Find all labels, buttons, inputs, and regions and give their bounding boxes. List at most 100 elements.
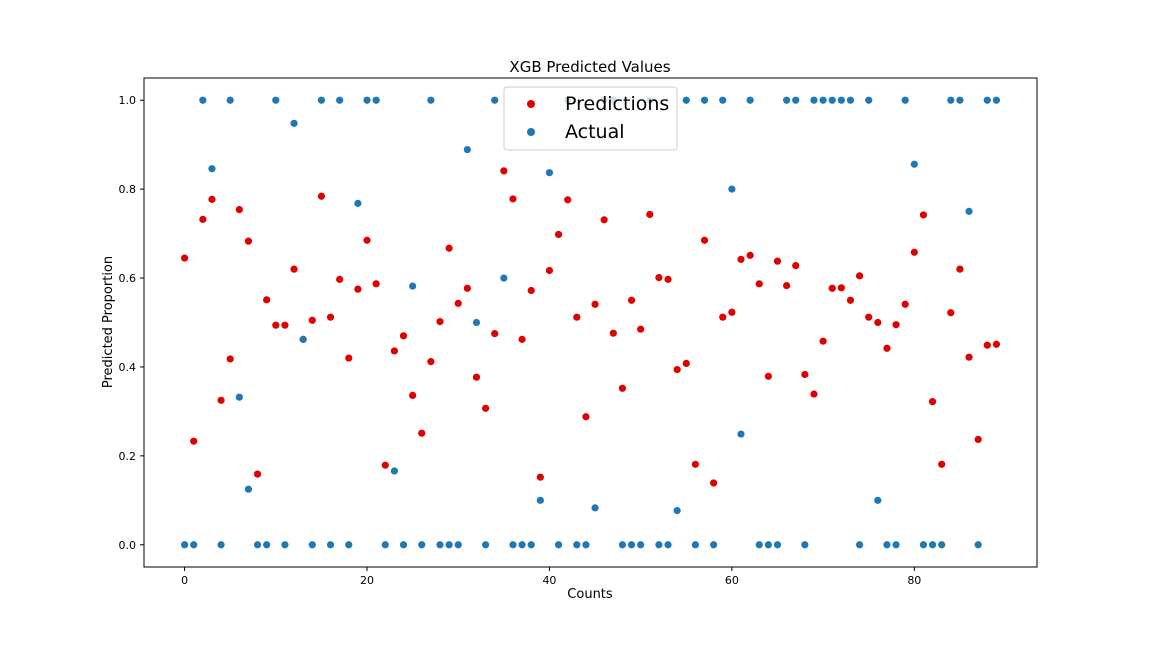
actual-point [637, 541, 645, 549]
x-tick-label: 80 [907, 574, 921, 587]
actual-point [874, 496, 882, 504]
actual-point [409, 282, 417, 290]
x-axis-label: Counts [567, 587, 613, 602]
predictions-point [409, 391, 417, 400]
actual-point [992, 96, 1001, 104]
predictions-point [901, 300, 909, 308]
predictions-point [819, 337, 827, 345]
predictions-point [919, 211, 928, 219]
predictions-point [837, 284, 845, 292]
actual-point [454, 541, 462, 549]
actual-point [518, 541, 526, 549]
plot-frame [143, 77, 1038, 568]
predictions-point [281, 321, 289, 329]
y-tick-label: 0.8 [119, 183, 137, 196]
predictions-point [710, 479, 718, 487]
actual-point [700, 96, 709, 104]
predictions-point [764, 372, 772, 380]
x-tick-label: 40 [542, 574, 556, 587]
predictions-point [737, 255, 745, 263]
actual-point [527, 541, 535, 549]
actual-point [618, 541, 627, 549]
predictions-point [217, 396, 225, 404]
y-tick-label: 0.6 [119, 272, 137, 285]
y-tick-label: 0.0 [119, 539, 137, 552]
legend: Predictions Actual [503, 86, 678, 151]
y-tick-label: 0.4 [119, 361, 137, 374]
actual-point [244, 485, 253, 493]
predictions-point [545, 266, 554, 275]
predictions-point [482, 404, 490, 412]
predictions-point [208, 195, 216, 203]
actual-point [792, 96, 800, 104]
predictions-point [263, 296, 271, 304]
actual-point [974, 541, 982, 549]
predictions-point [728, 308, 736, 316]
predictions-point [928, 398, 937, 406]
predictions-point [974, 435, 982, 444]
actual-point [755, 541, 763, 549]
predictions-point [472, 373, 481, 381]
actual-point [491, 96, 499, 104]
actual-point [253, 541, 262, 549]
predictions-point [418, 429, 426, 437]
actual-point [272, 96, 280, 104]
predictions-point [983, 341, 991, 349]
y-axis-label: Predicted Proportion [101, 256, 116, 388]
actual-point [554, 541, 563, 549]
actual-point [719, 96, 727, 104]
actual-point [418, 541, 426, 549]
actual-point [947, 96, 955, 104]
predictions-point [536, 473, 544, 481]
actual-point [956, 96, 964, 104]
actual-point [810, 96, 818, 104]
predictions-point [427, 358, 435, 366]
legend-marker-predictions [527, 100, 535, 108]
predictions-point [518, 335, 526, 343]
actual-point [217, 541, 225, 549]
predictions-point [445, 244, 453, 252]
predictions-point [363, 236, 371, 244]
predictions-point [372, 280, 380, 288]
predictions-point [253, 470, 262, 478]
predictions-point [965, 353, 973, 361]
predictions-point [992, 340, 1001, 348]
predictions-point [199, 215, 207, 223]
predictions-point [381, 461, 389, 469]
predictions-point [554, 230, 563, 239]
actual-point [664, 541, 672, 549]
predictions-point [509, 195, 517, 203]
actual-point [263, 541, 271, 549]
predictions-point [646, 210, 654, 219]
predictions-point [865, 313, 873, 321]
predictions-point [700, 236, 709, 244]
actual-point [427, 96, 435, 104]
predictions-point [454, 299, 462, 307]
chart-title: XGB Predicted Values [509, 58, 670, 76]
predictions-point [336, 275, 344, 283]
actual-point [235, 393, 243, 401]
predictions-point [938, 460, 946, 468]
actual-point [746, 96, 754, 104]
predictions-point [390, 347, 398, 355]
predictions-point [436, 318, 444, 326]
y-axis: 0.0 0.2 0.4 0.6 0.8 1.0 [119, 94, 144, 552]
actual-point [390, 467, 398, 475]
actual-point [728, 185, 736, 193]
actual-point [190, 541, 198, 549]
y-tick-label: 1.0 [119, 94, 137, 107]
actual-point [965, 207, 973, 215]
predictions-point [773, 257, 782, 265]
actual-point [208, 165, 216, 173]
actual-point [764, 541, 772, 549]
predictions-point [500, 167, 508, 175]
predictions-point [855, 272, 864, 280]
actual-point [673, 506, 681, 515]
predictions-point [874, 318, 882, 327]
actual-point [627, 541, 636, 549]
predictions-point [783, 282, 791, 290]
predictions-point [655, 274, 663, 282]
predictions-point [609, 329, 617, 337]
actual-point [983, 96, 991, 104]
